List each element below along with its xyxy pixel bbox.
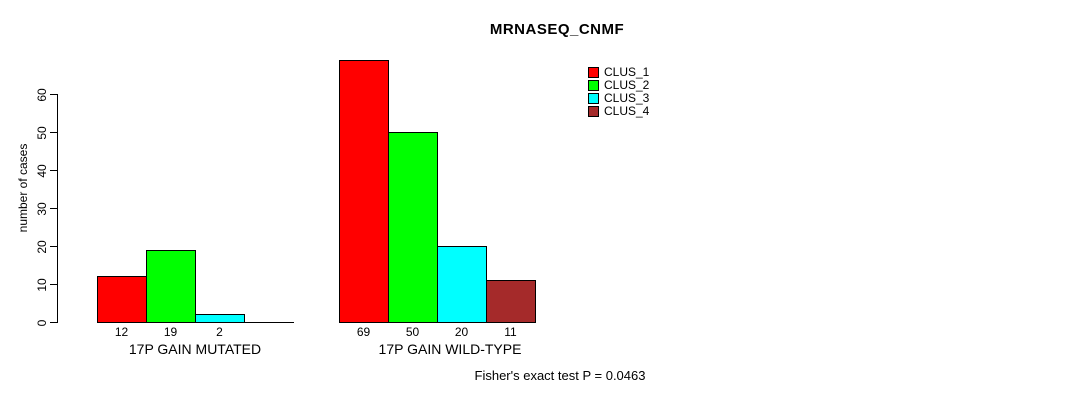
bar-value-label: 50 [405, 325, 420, 339]
group-label: 17P GAIN WILD-TYPE [378, 341, 522, 357]
legend: CLUS_1 CLUS_2 CLUS_3 CLUS_4 [588, 66, 649, 118]
bar-value-label: 69 [356, 325, 371, 339]
y-tick-mark [50, 170, 57, 171]
group-label: 17P GAIN MUTATED [128, 341, 262, 357]
bar [195, 314, 245, 323]
bar [486, 280, 536, 323]
legend-label: CLUS_2 [604, 78, 650, 92]
bar [388, 132, 438, 323]
bar [97, 276, 147, 323]
legend-item: CLUS_2 [588, 79, 649, 92]
y-tick-label: 40 [35, 163, 49, 178]
legend-label: CLUS_3 [604, 91, 650, 105]
bar-value-label: 19 [163, 325, 178, 339]
legend-swatch [588, 67, 599, 78]
legend-item: CLUS_1 [588, 66, 649, 79]
bar-value-label: 20 [454, 325, 469, 339]
legend-swatch [588, 93, 599, 104]
chart-title: MRNASEQ_CNMF [489, 21, 625, 38]
y-tick-label: 60 [35, 87, 49, 102]
bar-value-label: 12 [114, 325, 129, 339]
y-tick-label: 20 [35, 239, 49, 254]
legend-item: CLUS_4 [588, 105, 649, 118]
legend-swatch [588, 80, 599, 91]
y-tick-label: 10 [35, 277, 49, 292]
bar-value-label: 11 [504, 325, 517, 339]
y-tick-label: 50 [35, 125, 49, 140]
y-tick-label: 30 [35, 201, 49, 216]
bar-value-label: 2 [216, 325, 223, 339]
y-tick-mark [50, 94, 57, 95]
y-tick-mark [50, 284, 57, 285]
y-axis-title: number of cases [16, 143, 30, 233]
legend-item: CLUS_3 [588, 92, 649, 105]
annotation-text: Fisher's exact test P = 0.0463 [474, 368, 646, 383]
y-tick-label: 0 [35, 319, 49, 326]
bar [339, 60, 389, 323]
legend-label: CLUS_4 [604, 104, 650, 118]
bar [437, 246, 487, 323]
y-axis-line [57, 94, 58, 323]
y-tick-mark [50, 208, 57, 209]
y-tick-mark [50, 132, 57, 133]
y-tick-mark [50, 246, 57, 247]
bar [146, 250, 196, 323]
legend-label: CLUS_1 [604, 65, 650, 79]
y-tick-mark [50, 322, 57, 323]
zero-bar-line [244, 322, 294, 323]
legend-swatch [588, 106, 599, 117]
